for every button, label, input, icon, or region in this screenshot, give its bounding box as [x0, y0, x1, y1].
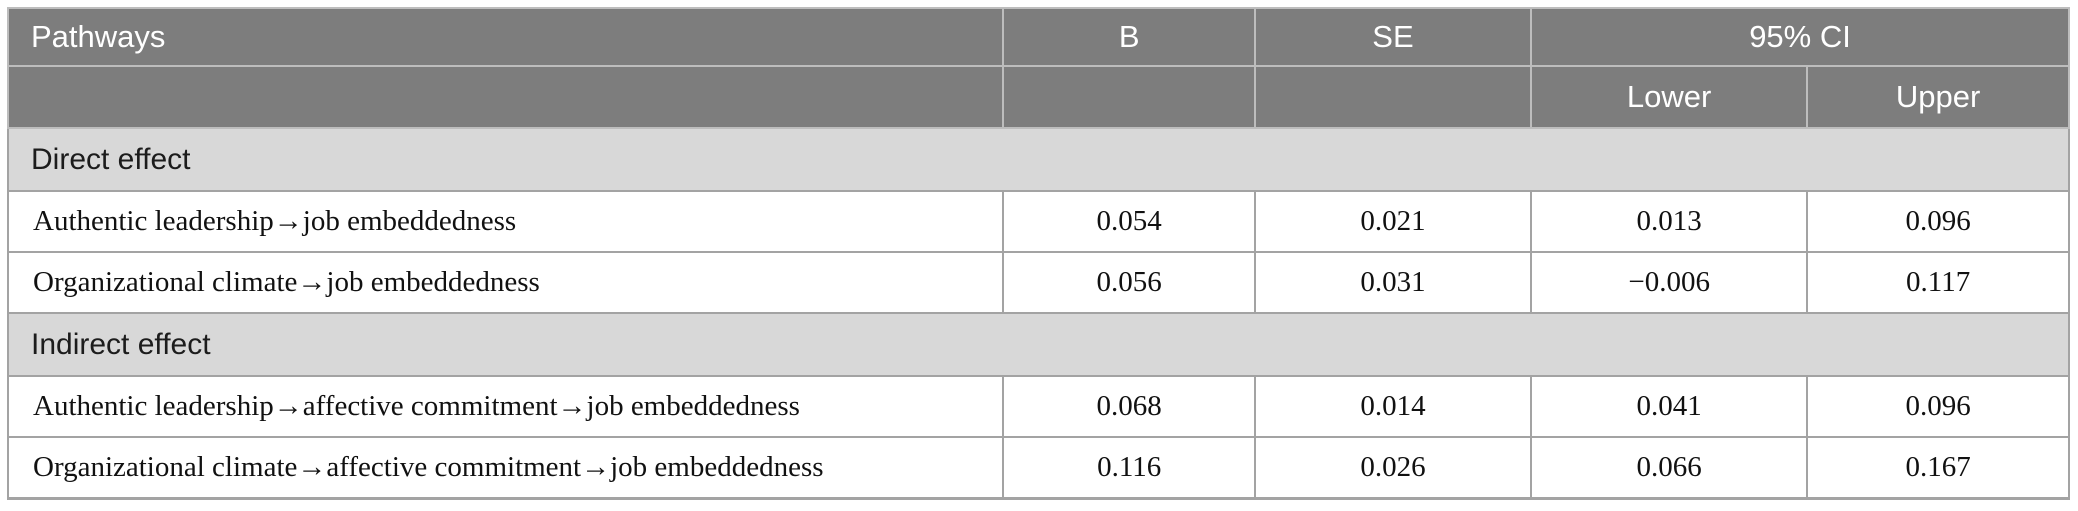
col-header-blank-se — [1253, 65, 1533, 129]
pathway-cell: Organizational climate→job embeddedness — [6, 251, 1005, 314]
header-row-primary: Pathways B SE 95% CI — [6, 7, 2070, 67]
ci-lower-cell: 0.041 — [1530, 375, 1809, 438]
ci-lower-cell: 0.013 — [1530, 190, 1809, 253]
col-header-blank-pathways — [6, 65, 1005, 129]
se-value-cell: 0.026 — [1253, 436, 1533, 500]
se-value-cell: 0.021 — [1253, 190, 1533, 253]
pathway-cell: Organizational climate→affective commitm… — [6, 436, 1005, 500]
b-value-cell: 0.068 — [1002, 375, 1256, 438]
table-row: Organizational climate→affective commitm… — [6, 436, 2070, 500]
table-row: Authentic leadership→affective commitmen… — [6, 375, 2070, 438]
b-value-cell: 0.056 — [1002, 251, 1256, 314]
ci-upper-cell: 0.096 — [1806, 375, 2070, 438]
section-label: Indirect effect — [7, 312, 2070, 377]
path-analysis-table: Pathways B SE 95% CI Lower Upper Direct … — [6, 7, 2070, 500]
b-value-cell: 0.116 — [1002, 436, 1256, 500]
section-row-indirect-effect: Indirect effect — [7, 312, 2070, 377]
se-value-cell: 0.014 — [1253, 375, 1533, 438]
table-row: Authentic leadership→job embeddedness 0.… — [6, 190, 2070, 253]
pathway-cell: Authentic leadership→affective commitmen… — [6, 375, 1005, 438]
ci-upper-cell: 0.117 — [1806, 251, 2070, 314]
col-header-se: SE — [1253, 7, 1533, 67]
col-header-95ci: 95% CI — [1530, 7, 2070, 67]
section-row-direct-effect: Direct effect — [7, 127, 2070, 192]
header-row-secondary: Lower Upper — [6, 65, 2070, 129]
ci-lower-cell: 0.066 — [1530, 436, 1809, 500]
col-header-blank-b — [1002, 65, 1256, 129]
col-header-pathways: Pathways — [6, 7, 1005, 67]
ci-upper-cell: 0.096 — [1806, 190, 2070, 253]
se-value-cell: 0.031 — [1253, 251, 1533, 314]
col-header-ci-lower: Lower — [1530, 65, 1809, 129]
pathway-cell: Authentic leadership→job embeddedness — [6, 190, 1005, 253]
table-row: Organizational climate→job embeddedness … — [6, 251, 2070, 314]
col-header-b: B — [1002, 7, 1256, 67]
section-label: Direct effect — [7, 127, 2070, 192]
ci-upper-cell: 0.167 — [1806, 436, 2070, 500]
b-value-cell: 0.054 — [1002, 190, 1256, 253]
col-header-ci-upper: Upper — [1806, 65, 2070, 129]
ci-lower-cell: −0.006 — [1530, 251, 1809, 314]
